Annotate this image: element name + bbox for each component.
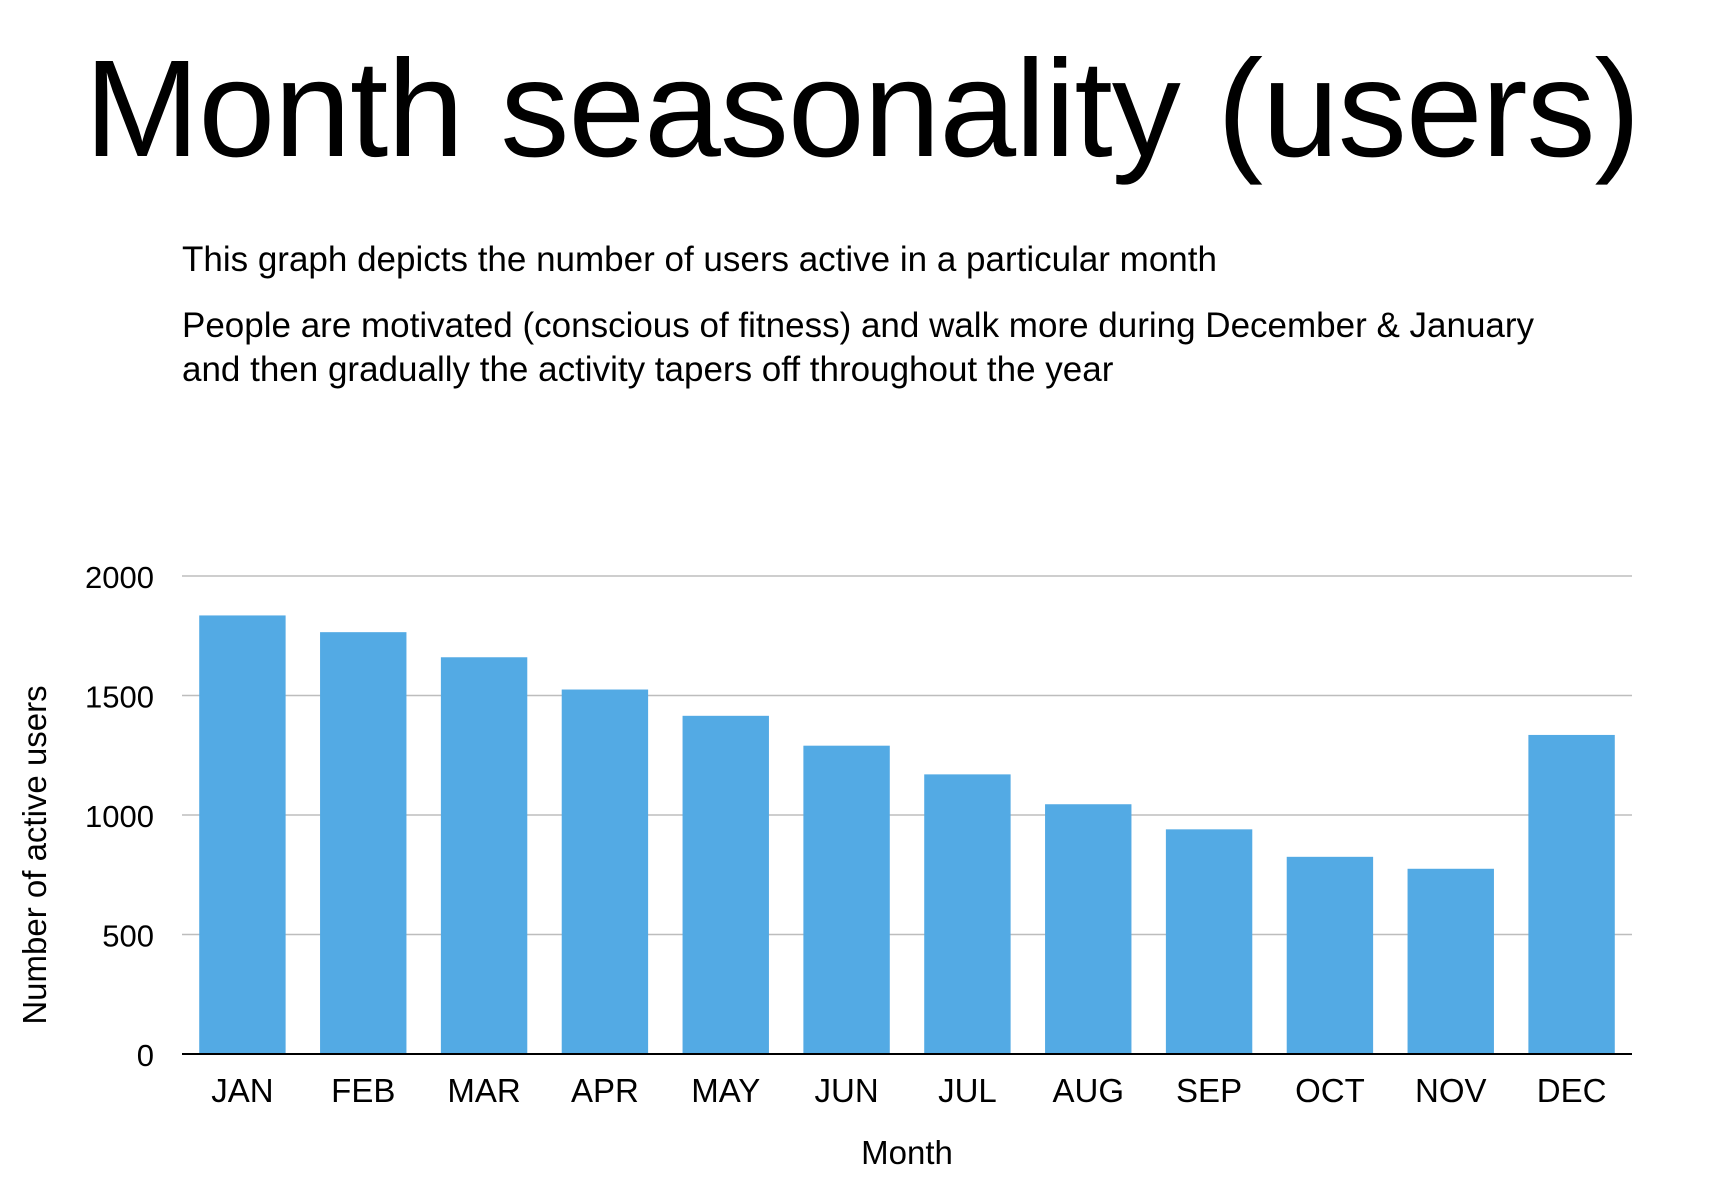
bar-nov (1407, 868, 1494, 1054)
y-tick-label: 1500 (85, 680, 154, 715)
x-tick-label: MAR (447, 1072, 520, 1109)
bar-aug (1045, 804, 1132, 1054)
y-tick-label: 1000 (85, 799, 154, 834)
x-tick-label: JUL (938, 1072, 997, 1109)
x-tick-label: FEB (331, 1072, 395, 1109)
bars (199, 615, 1615, 1054)
y-tick-label: 500 (102, 919, 154, 954)
bar-feb (320, 632, 407, 1054)
y-tick-label: 0 (137, 1038, 154, 1073)
x-tick-label: OCT (1295, 1072, 1365, 1109)
x-tick-label: MAY (691, 1072, 760, 1109)
bar-sep (1165, 829, 1253, 1054)
page-title: Month seasonality (users) (84, 32, 1641, 186)
bar-may (682, 715, 769, 1054)
y-axis-title: Number of active users (16, 685, 53, 1024)
x-tick-label: SEP (1176, 1072, 1242, 1109)
description-line-2: People are motivated (conscious of fitne… (182, 306, 1535, 389)
x-tick-label: DEC (1537, 1072, 1607, 1109)
bar-jul (924, 774, 1011, 1054)
bar-mar (440, 657, 528, 1054)
gridlines (182, 575, 1632, 936)
x-axis-title: Month (861, 1134, 953, 1171)
bar-apr (561, 689, 649, 1054)
description-line-1: This graph depicts the number of users a… (182, 240, 1217, 279)
x-tick-label: JUN (814, 1072, 878, 1109)
tick-labels: 0 500 1000 1500 2000 JAN FEB MAR APR MAY JUN JUL AUG… (85, 560, 1606, 1109)
bar-jun (803, 745, 890, 1054)
bar-jan (199, 615, 286, 1054)
x-tick-label: JAN (211, 1072, 273, 1109)
x-tick-label: AUG (1052, 1072, 1124, 1109)
y-tick-label: 2000 (85, 560, 154, 595)
bar-dec (1528, 734, 1615, 1054)
x-tick-label: NOV (1415, 1072, 1487, 1109)
bar-oct (1286, 856, 1374, 1054)
x-tick-label: APR (571, 1072, 639, 1109)
